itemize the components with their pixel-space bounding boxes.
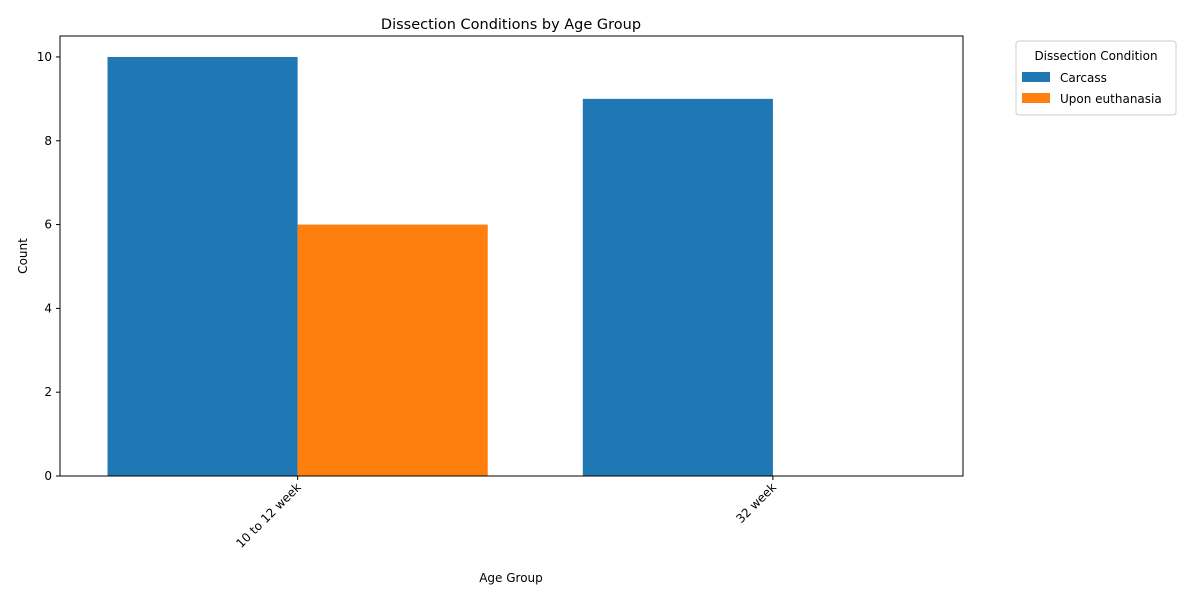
legend: Dissection Condition Carcass Upon euthana…: [1015, 40, 1177, 116]
legend-title: Dissection Condition: [1034, 49, 1157, 63]
y-tick-label: 2: [44, 385, 52, 399]
legend-label: Carcass: [1060, 71, 1107, 85]
legend-swatch-upon-euthanasia: [1022, 93, 1050, 103]
x-axis-label: Age Group: [479, 571, 543, 585]
legend-frame: [1015, 40, 1177, 116]
y-tick-label: 8: [44, 134, 52, 148]
bars-group: [107, 56, 773, 476]
legend-swatch-carcass: [1022, 72, 1050, 82]
bar-carcass-0: [107, 56, 298, 476]
y-axis-label: Count: [16, 238, 30, 274]
y-tick-label: 10: [37, 50, 52, 64]
x-tick-label: 10 to 12 week: [233, 480, 303, 550]
y-tick-label: 0: [44, 469, 52, 483]
legend-items: Carcass Upon euthanasia: [1022, 71, 1162, 106]
plot-frame: [59, 35, 964, 477]
y-tick-label: 4: [44, 301, 52, 315]
bar-upon-euthanasia-0: [297, 224, 488, 476]
bar-carcass-1: [582, 98, 773, 476]
x-tick-label: 32 week: [733, 480, 779, 526]
chart-title: Dissection Conditions by Age Group: [381, 17, 641, 33]
legend-label: Upon euthanasia: [1060, 92, 1162, 106]
y-tick-label: 6: [44, 218, 52, 232]
